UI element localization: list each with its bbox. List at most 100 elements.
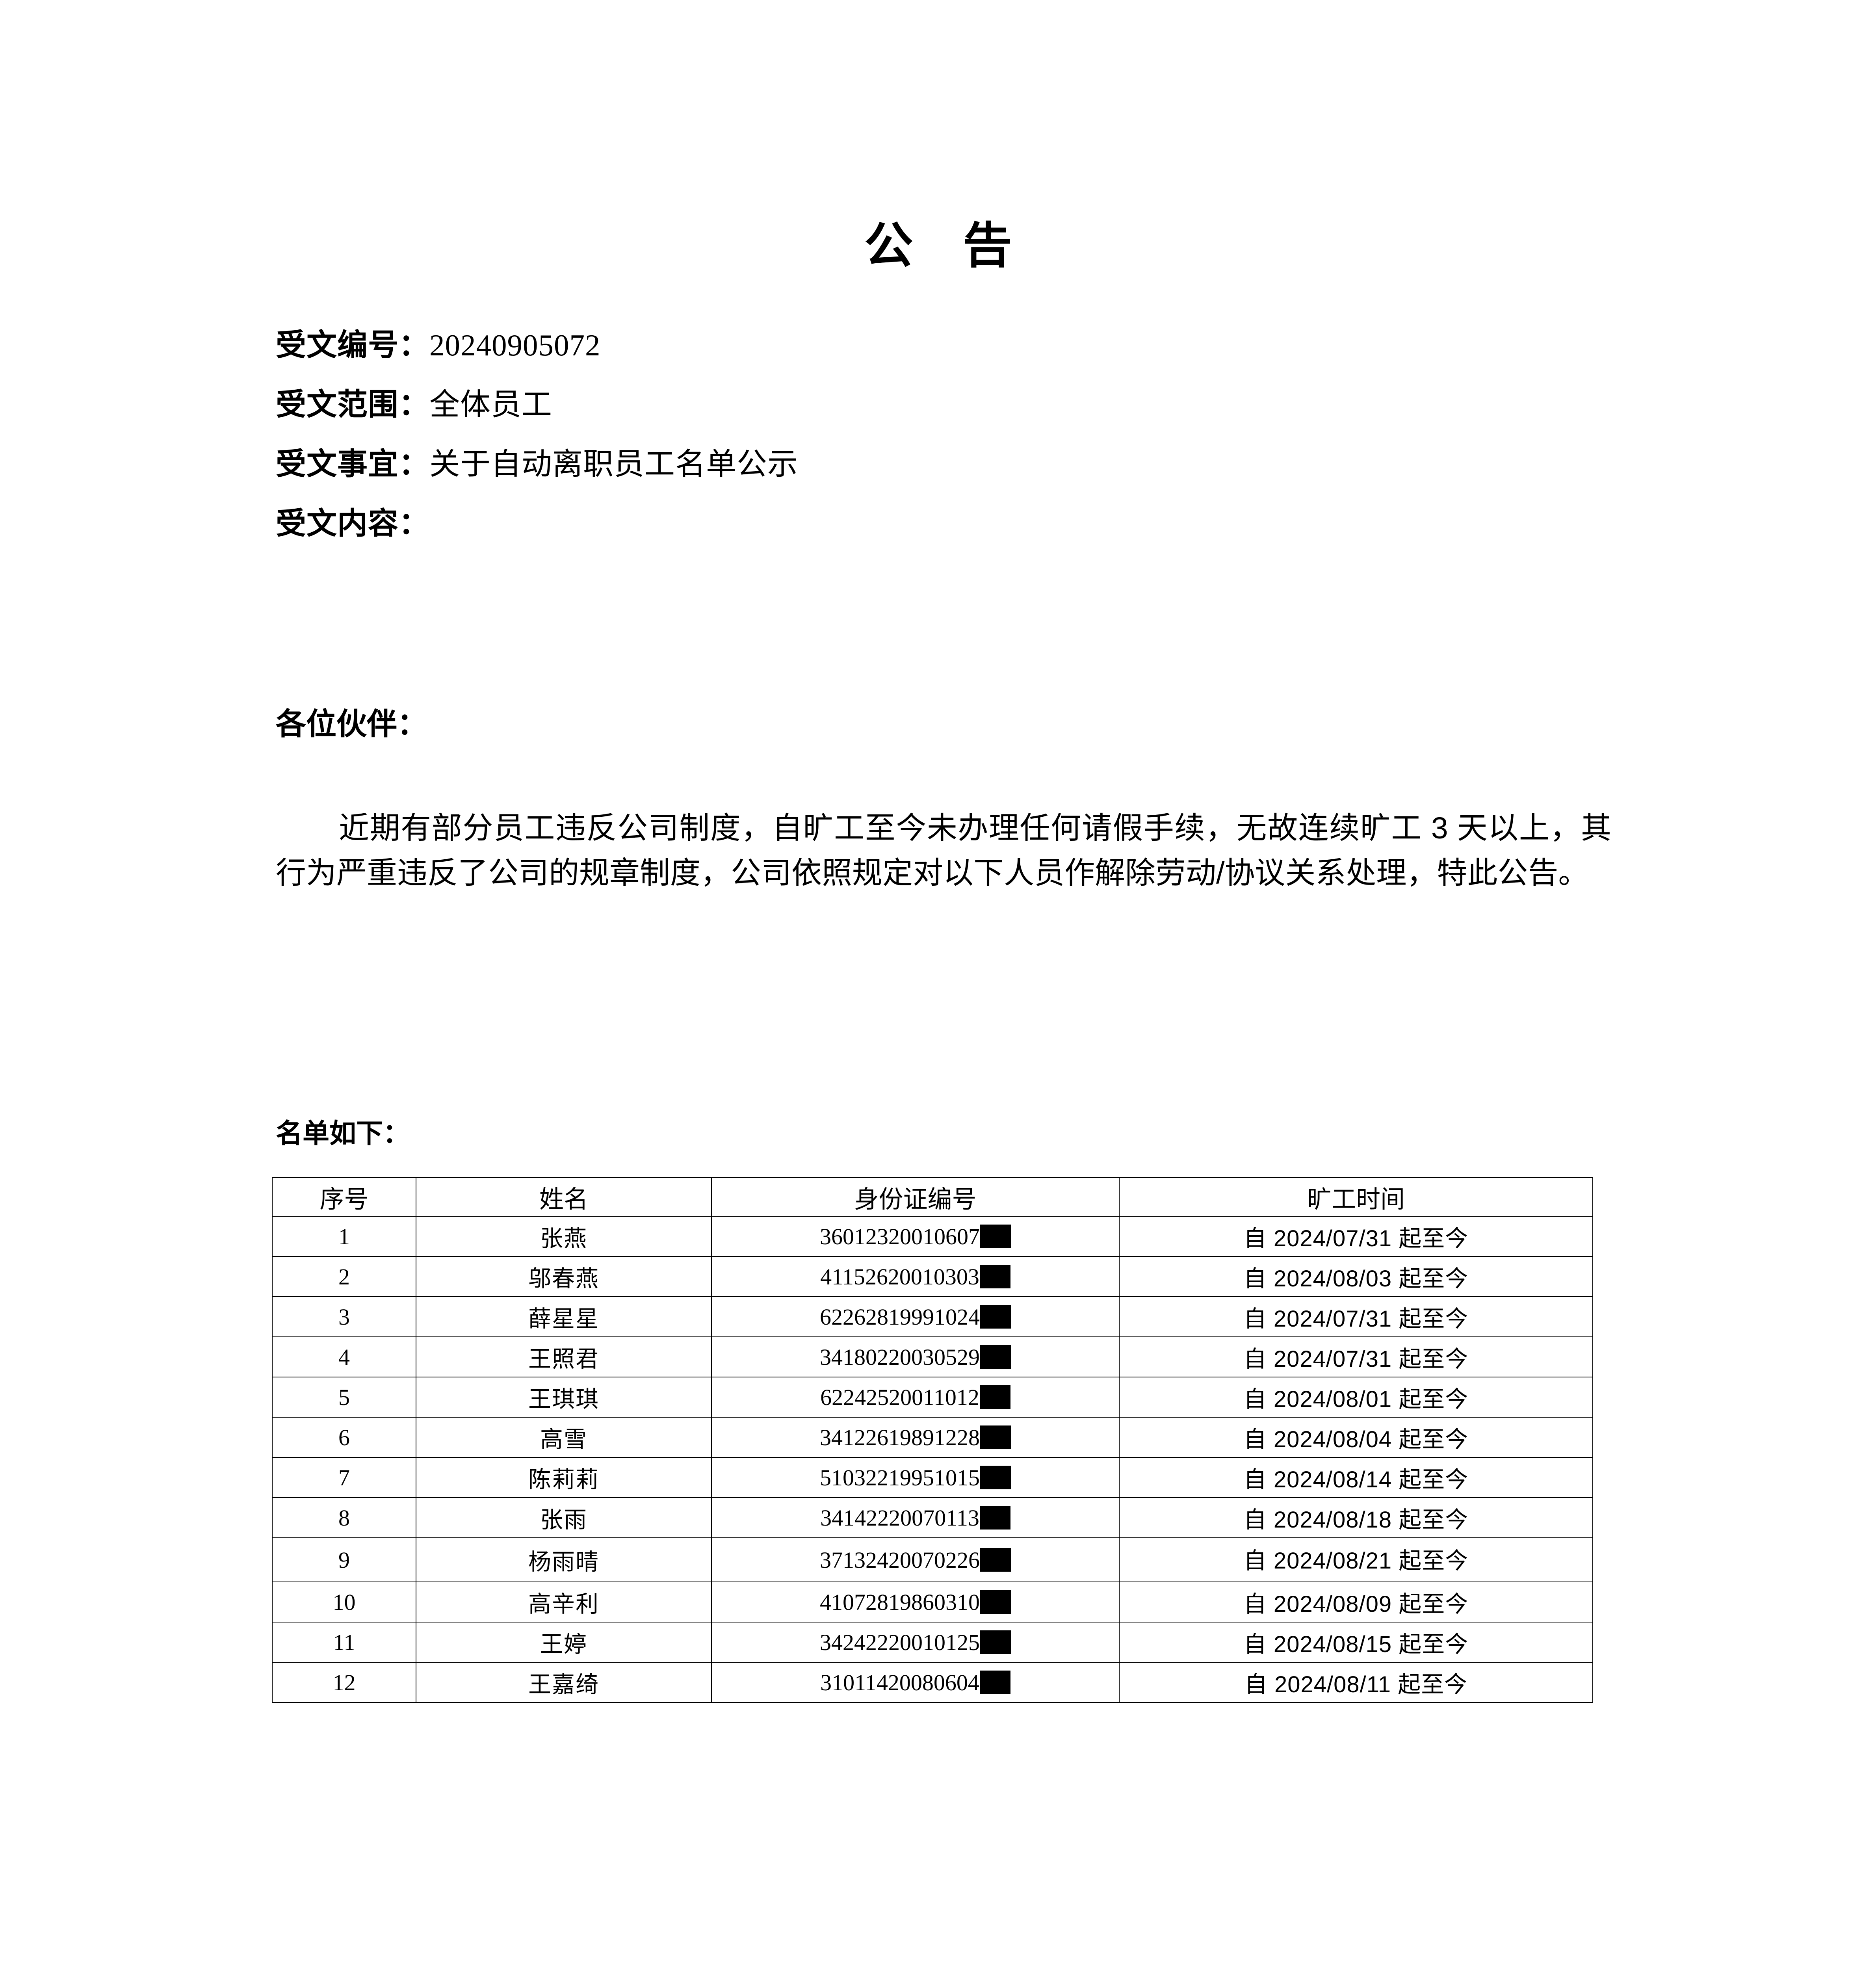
subject-value: 关于自动离职员工名单公示 [429,447,798,481]
cell-index: 10 [272,1582,416,1622]
redaction-block [980,1425,1011,1449]
cell-index: 7 [272,1457,416,1498]
cell-absence-period: 自 2024/08/03 起至今 [1119,1256,1593,1297]
cell-employee-name: 王婷 [416,1622,712,1663]
id-number-visible-digits: 41072819860310 [820,1589,980,1615]
cell-index: 1 [272,1216,416,1257]
cell-absence-period: 自 2024/08/01 起至今 [1119,1377,1593,1418]
cell-index: 3 [272,1296,416,1337]
cell-id-number: 51032219951015 [711,1457,1120,1498]
id-number-visible-digits: 34242220010125 [820,1629,980,1655]
redaction-block [979,1505,1010,1530]
meta-row-doc-no: 受文编号：20240905072 [276,330,1615,361]
cell-index: 12 [272,1662,416,1703]
cell-employee-name: 张燕 [416,1216,712,1257]
table-row: 6 高雪 34122619891228 自 2024/08/04 起至今 [272,1417,1593,1458]
cell-index: 6 [272,1417,416,1458]
table-row: 1 张燕 36012320010607 自 2024/07/31 起至今 [272,1216,1593,1257]
doc-no-value: 20240905072 [429,328,601,362]
cell-index: 9 [272,1537,416,1582]
cell-absence-period: 自 2024/08/14 起至今 [1119,1457,1593,1498]
table-row: 9 杨雨晴 37132420070226 自 2024/08/21 起至今 [272,1537,1593,1582]
cell-employee-name: 薛星星 [416,1296,712,1337]
id-number-visible-digits: 41152620010303 [820,1264,979,1290]
cell-id-number: 62262819991024 [711,1296,1120,1337]
meta-row-scope: 受文范围：全体员工 [276,390,1615,420]
table-row: 10 高辛利 41072819860310 自 2024/08/09 起至今 [272,1582,1593,1622]
cell-id-number: 34142220070113 [711,1497,1120,1538]
id-number-visible-digits: 37132420070226 [820,1547,980,1573]
page-title: 公 告 [864,219,1030,273]
cell-id-number: 34180220030529 [711,1336,1120,1377]
id-number-visible-digits: 34142220070113 [820,1505,979,1531]
id-number-visible-digits: 34180220030529 [820,1344,980,1370]
redaction-block [980,1590,1011,1614]
cell-index: 2 [272,1256,416,1297]
cell-employee-name: 高辛利 [416,1582,712,1622]
cell-employee-name: 王琪琪 [416,1377,712,1418]
meta-row-subject: 受文事宜：关于自动离职员工名单公示 [276,449,1615,479]
redaction-block [979,1264,1010,1288]
id-number-visible-digits: 31011420080604 [820,1669,979,1695]
column-header-id: 身份证编号 [711,1177,1120,1217]
table-row: 5 王琪琪 62242520011012 自 2024/08/01 起至今 [272,1377,1593,1418]
roster-table-wrapper: 序号 姓名 身份证编号 旷工时间 1 张燕 36012320010607 自 2024… [272,1177,1593,1703]
document-meta: 受文编号：20240905072 受文范围：全体员工 受文事宜：关于自动离职员工… [276,330,1615,568]
table-row: 12 王嘉绮 31011420080604 自 2024/08/11 起至今 [272,1662,1593,1703]
cell-absence-period: 自 2024/08/04 起至今 [1119,1417,1593,1458]
table-row: 2 邬春燕 41152620010303 自 2024/08/03 起至今 [272,1256,1593,1297]
redaction-block [980,1465,1011,1489]
id-number-visible-digits: 62262819991024 [820,1304,980,1330]
id-number-visible-digits: 36012320010607 [820,1223,980,1249]
cell-absence-period: 自 2024/08/09 起至今 [1119,1582,1593,1622]
cell-id-number: 41152620010303 [711,1256,1120,1297]
column-header-name: 姓名 [416,1177,712,1217]
list-label: 名单如下： [276,1119,410,1149]
cell-id-number: 41072819860310 [711,1582,1120,1622]
id-number-visible-digits: 62242520011012 [820,1384,979,1410]
cell-index: 11 [272,1622,416,1663]
cell-absence-period: 自 2024/08/21 起至今 [1119,1537,1593,1582]
scope-value: 全体员工 [429,388,552,422]
salutation: 各位伙伴： [276,707,427,741]
cell-employee-name: 王照君 [416,1336,712,1377]
cell-employee-name: 陈莉莉 [416,1457,712,1498]
cell-absence-period: 自 2024/08/15 起至今 [1119,1622,1593,1663]
redaction-block [980,1224,1011,1248]
cell-absence-period: 自 2024/08/18 起至今 [1119,1497,1593,1538]
table-header-row: 序号 姓名 身份证编号 旷工时间 [272,1177,1593,1217]
cell-id-number: 34122619891228 [711,1417,1120,1458]
column-header-period: 旷工时间 [1119,1177,1593,1217]
redaction-block [979,1385,1010,1409]
cell-index: 5 [272,1377,416,1418]
cell-index: 8 [272,1497,416,1538]
meta-row-content: 受文内容： [276,509,1615,539]
cell-id-number: 62242520011012 [711,1377,1120,1418]
cell-absence-period: 自 2024/08/11 起至今 [1119,1662,1593,1703]
table-row: 8 张雨 34142220070113 自 2024/08/18 起至今 [272,1497,1593,1538]
scope-label: 受文范围： [276,388,429,422]
table-row: 7 陈莉莉 51032219951015 自 2024/08/14 起至今 [272,1457,1593,1498]
cell-employee-name: 杨雨晴 [416,1537,712,1582]
table-row: 3 薛星星 62262819991024 自 2024/07/31 起至今 [272,1296,1593,1337]
cell-employee-name: 高雪 [416,1417,712,1458]
cell-id-number: 34242220010125 [711,1622,1120,1663]
roster-table: 序号 姓名 身份证编号 旷工时间 1 张燕 36012320010607 自 2024… [272,1177,1593,1703]
cell-absence-period: 自 2024/07/31 起至今 [1119,1296,1593,1337]
redaction-block [980,1630,1011,1654]
redaction-block [980,1548,1011,1572]
table-row: 11 王婷 34242220010125 自 2024/08/15 起至今 [272,1622,1593,1663]
column-header-index: 序号 [272,1177,416,1217]
id-number-visible-digits: 51032219951015 [820,1464,980,1491]
cell-employee-name: 邬春燕 [416,1256,712,1297]
cell-employee-name: 张雨 [416,1497,712,1538]
body-paragraph: 近期有部分员工违反公司制度，自旷工至今未办理任何请假手续，无故连续旷工 3 天以… [276,811,1611,890]
doc-no-label: 受文编号： [276,328,429,362]
cell-id-number: 37132420070226 [711,1537,1120,1582]
cell-absence-period: 自 2024/07/31 起至今 [1119,1336,1593,1377]
redaction-block [980,1305,1011,1329]
table-row: 4 王照君 34180220030529 自 2024/07/31 起至今 [272,1336,1593,1377]
content-label: 受文内容： [276,507,429,541]
id-number-visible-digits: 34122619891228 [820,1424,980,1450]
